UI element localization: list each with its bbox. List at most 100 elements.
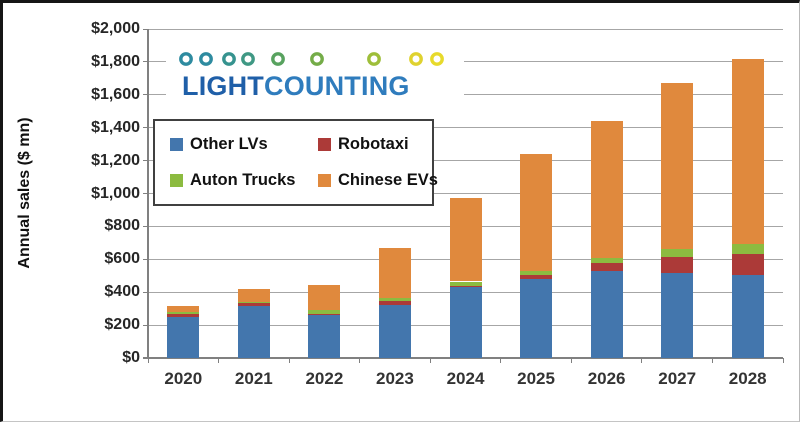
bar-segment-2024-other-lvs: [449, 286, 482, 358]
y-tick-1600: [143, 94, 148, 96]
x-tick-3: [359, 358, 361, 363]
x-tick-8: [711, 358, 713, 363]
y-tick-label-800: $800: [104, 217, 140, 235]
bar-segment-2023-chinese-evs: [378, 247, 411, 298]
y-tick-600: [143, 258, 148, 260]
bar-segment-2025-auton-trucks: [520, 270, 553, 275]
legend-swatch-chinese-evs: [318, 173, 331, 187]
legend-item-auton-trucks: Auton Trucks: [170, 171, 318, 190]
gridline-2000: [148, 28, 783, 30]
y-tick-label-2000: $2,000: [91, 20, 140, 37]
bar-segment-2027-other-lvs: [661, 273, 694, 358]
x-label-2021: 2021: [234, 369, 273, 388]
bar-segment-2020-other-lvs: [167, 316, 200, 358]
x-label-2022: 2022: [305, 369, 344, 388]
y-tick-label-200: $200: [104, 316, 140, 334]
bar-segment-2026-chinese-evs: [590, 121, 623, 258]
x-label-2026: 2026: [587, 369, 626, 388]
logo-chain-icon: [172, 52, 459, 66]
logo-text-counting: COUNTING: [264, 71, 410, 101]
bar-segment-2027-chinese-evs: [661, 83, 694, 249]
y-tick-label-600: $600: [104, 250, 140, 268]
x-label-2025: 2025: [517, 369, 555, 388]
legend-label-chinese-evs: Chinese EVs: [338, 170, 438, 189]
legend-item-chinese-evs: Chinese EVs: [318, 171, 438, 190]
y-tick-800: [143, 225, 148, 227]
x-tick-5: [500, 358, 502, 363]
legend-swatch-auton-trucks: [170, 173, 183, 187]
x-tick-2: [288, 358, 290, 363]
x-label-2023: 2023: [376, 369, 414, 388]
y-axis-line: [147, 29, 149, 359]
gridline-1000: [148, 193, 783, 194]
legend-label-other-lvs: Other LVs: [190, 135, 268, 154]
plot-area: $0 $200 $400 $600 $800 $1,000 $1,200 $1,400 $1,6…: [3, 3, 799, 421]
bar-segment-2025-other-lvs: [520, 279, 553, 358]
y-tick-label-400: $400: [104, 283, 140, 301]
y-tick-2000: [143, 28, 148, 30]
bar-segment-2028-robotaxi: [731, 253, 764, 275]
logo-text-light: LIGHT: [182, 71, 264, 101]
x-tick-6: [570, 358, 572, 363]
bar-segment-2023-other-lvs: [378, 304, 411, 358]
y-tick-1200: [143, 160, 148, 162]
bar-segment-2028-other-lvs: [731, 274, 764, 358]
x-label-2024: 2024: [446, 369, 485, 388]
legend-swatch-other-lvs: [170, 138, 183, 152]
y-tick-label-1600: $1,600: [91, 85, 140, 103]
y-tick-400: [143, 291, 148, 293]
bar-segment-2025-chinese-evs: [520, 154, 553, 271]
x-label-2027: 2027: [658, 369, 697, 388]
bar-segment-2027-robotaxi: [661, 256, 694, 274]
y-tick-label-1400: $1,400: [91, 118, 140, 136]
bar-segment-2026-robotaxi: [590, 263, 623, 271]
bar-segment-2022-chinese-evs: [308, 284, 341, 311]
gridline-1200: [148, 160, 783, 162]
bar-segment-2021-robotaxi: [237, 302, 270, 307]
bar-segment-2020-robotaxi: [167, 314, 200, 317]
x-tick-9: [782, 358, 784, 363]
y-tick-label-1000: $1,000: [91, 184, 140, 202]
x-tick-0: [147, 358, 149, 363]
bar-segment-2027-auton-trucks: [661, 248, 694, 257]
bar-segment-2028-auton-trucks: [731, 244, 764, 254]
legend-item-other-lvs: Other LVs: [170, 135, 318, 154]
legend-label-auton-trucks: Auton Trucks: [190, 170, 296, 189]
y-tick-1000: [143, 193, 148, 194]
bar-segment-2020-chinese-evs: [167, 306, 200, 312]
bar-segment-2023-auton-trucks: [378, 297, 411, 302]
bar-segment-2021-auton-trucks: [237, 302, 270, 303]
gridline-1600: [148, 94, 783, 96]
y-tick-1800: [143, 61, 148, 63]
y-tick-label-1200: $1,200: [91, 151, 140, 169]
x-tick-1: [218, 358, 220, 363]
chart-legend: Other LVs Robotaxi Auton Trucks Chinese …: [153, 119, 438, 206]
x-axis-line: [143, 357, 783, 359]
legend-item-robotaxi: Robotaxi: [318, 135, 438, 154]
logo-wordmark: LIGHTCOUNTING: [182, 73, 410, 100]
bar-segment-2022-robotaxi: [308, 313, 341, 315]
y-tick-label-1800: $1,800: [91, 52, 140, 70]
x-label-2028: 2028: [728, 369, 767, 388]
bar-segment-2026-auton-trucks: [590, 257, 623, 264]
x-label-2020: 2020: [164, 369, 203, 388]
y-tick-1400: [143, 127, 148, 129]
gridline-1800: [148, 61, 783, 63]
bar-segment-2024-auton-trucks: [449, 281, 482, 286]
gridline-1400: [148, 127, 783, 129]
bar-segment-2025-robotaxi: [520, 274, 553, 280]
bar-segment-2022-auton-trucks: [308, 310, 341, 314]
bar-segment-2022-other-lvs: [308, 314, 341, 358]
legend-label-robotaxi: Robotaxi: [338, 135, 409, 154]
bar-segment-2026-other-lvs: [590, 270, 623, 358]
x-tick-7: [641, 358, 643, 363]
bar-segment-2023-robotaxi: [378, 301, 411, 305]
bar-segment-2024-robotaxi: [449, 285, 482, 287]
bar-segment-2024-chinese-evs: [449, 198, 482, 282]
bar-segment-2028-chinese-evs: [731, 58, 764, 245]
x-tick-4: [429, 358, 431, 363]
y-tick-label-0: $0: [122, 349, 140, 366]
y-axis-title: Annual sales ($ mn): [16, 117, 33, 269]
legend-swatch-robotaxi: [318, 138, 331, 152]
